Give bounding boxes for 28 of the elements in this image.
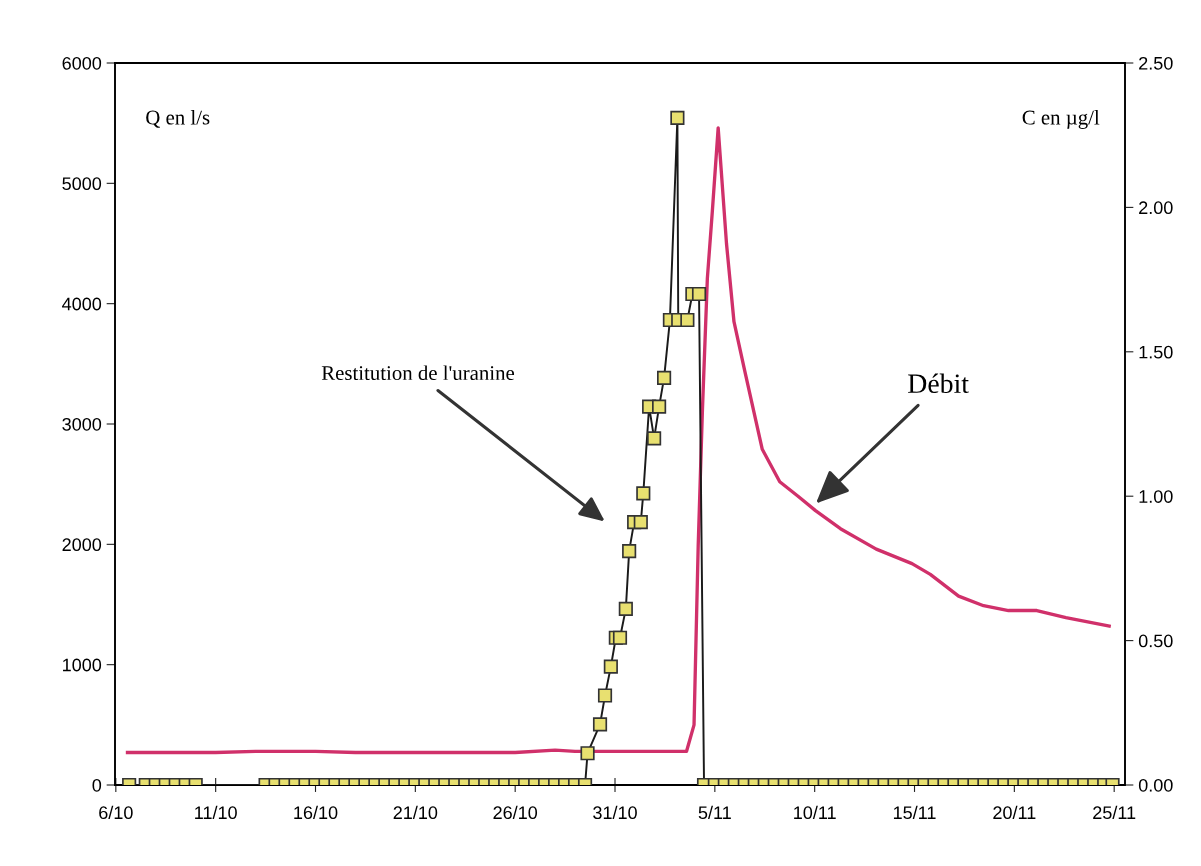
x-tick-label: 21/10: [393, 805, 438, 820]
y-tick-label: 1000: [63, 658, 102, 672]
y2-tick-label: 2.50: [1139, 56, 1173, 70]
x-tick-label: 6/10: [99, 805, 133, 820]
x-tick-label: 16/10: [294, 805, 338, 820]
x-tick-label: 25/11: [1093, 805, 1136, 820]
y-axis-title: Q en l/s: [146, 109, 210, 128]
x-tick-label: 10/11: [794, 805, 836, 820]
annotation: Restitution de l'uranine: [321, 365, 515, 381]
y-tick-label: 2000: [62, 538, 102, 552]
y2-axis-title: C en µg/l: [1022, 109, 1100, 129]
x-tick-label: 5/11: [698, 805, 731, 820]
x-tick-label: 20/11: [993, 805, 1036, 820]
y-tick-label: 5000: [62, 177, 102, 191]
x-tick-label: 15/11: [893, 805, 936, 820]
y2-tick-label: 0.50: [1138, 634, 1173, 648]
y-tick-label: 4000: [62, 297, 102, 311]
x-tick-label: 31/10: [593, 805, 637, 820]
x-tick-label: 11/10: [195, 805, 237, 820]
annotation: Débit: [908, 373, 969, 394]
x-tick-label: 26/10: [493, 805, 538, 820]
y2-tick-label: 0.00: [1138, 778, 1173, 792]
y-tick-label: 6000: [62, 56, 102, 70]
y2-tick-label: 1.50: [1139, 345, 1173, 359]
y-tick-label: 3000: [62, 417, 102, 431]
y2-tick-label: 1.00: [1139, 490, 1173, 503]
y-tick-label: 0: [92, 778, 102, 792]
y2-tick-label: 2.00: [1139, 201, 1173, 215]
